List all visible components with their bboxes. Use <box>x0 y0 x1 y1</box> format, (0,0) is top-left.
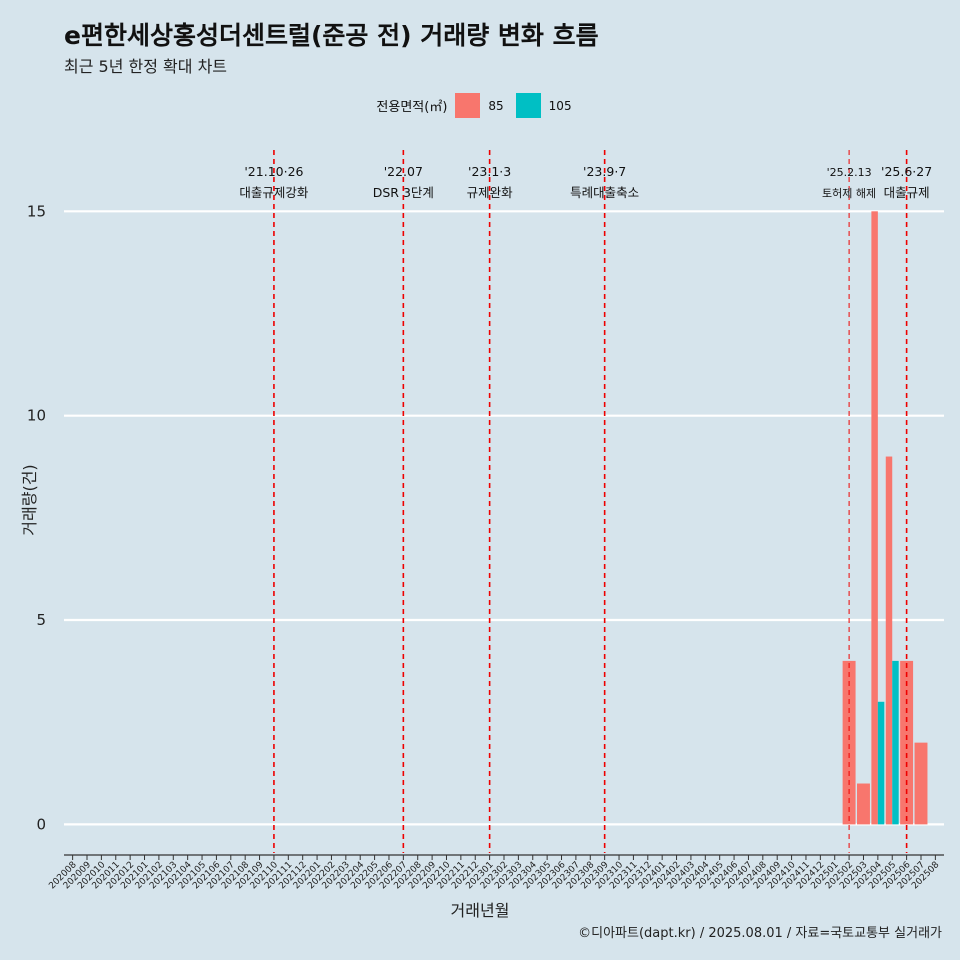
bar-85-202506 <box>900 660 914 825</box>
legend-label-85: 85 <box>488 98 504 113</box>
event-label-3: 특례대출축소 <box>570 185 639 200</box>
y-tick-label: 10 <box>27 407 46 425</box>
legend-swatch-85 <box>455 93 481 118</box>
event-label-0: 대출규제강화 <box>239 185 309 200</box>
source-caption: ©디아파트(dapt.kr) / 2025.08.01 / 자료=국토교통부 실… <box>578 926 942 941</box>
legend-item-85: 85 <box>455 93 504 118</box>
bar-85-202503 <box>857 783 870 825</box>
bar-85-202507 <box>914 742 928 825</box>
event-label-2: 규제완화 <box>467 185 514 200</box>
bar-85-202504 <box>871 211 878 825</box>
event-date-5: '25.6·27 <box>881 164 932 179</box>
event-date-3: '23.9·7 <box>583 164 626 179</box>
bar-105-202505 <box>892 660 899 825</box>
legend-title: 전용면적(㎡) <box>376 100 448 115</box>
event-date-2: '23.1·3 <box>468 164 511 179</box>
event-date-1: '22.07 <box>384 164 423 179</box>
event-label-1: DSR 3단계 <box>373 185 434 200</box>
chart-title: e편한세상홍성더센트럴(준공 전) 거래량 변화 흐름 <box>64 21 599 50</box>
bar-85-202505 <box>885 456 893 825</box>
legend: 전용면적(㎡) 85 105 <box>0 93 960 118</box>
legend-item-105: 105 <box>515 93 572 118</box>
event-date-0: '21.10·26 <box>244 164 303 179</box>
y-axis-label: 거래량(건) <box>20 464 39 536</box>
legend-swatch-105 <box>515 93 541 118</box>
event-date-4: '25.2.13 <box>827 166 872 179</box>
x-axis-label: 거래년월 <box>450 901 510 920</box>
bar-85-202502 <box>842 660 856 825</box>
bar-105-202504 <box>877 701 885 825</box>
y-tick-label: 15 <box>27 202 46 220</box>
event-label-5: 대출규제 <box>884 185 930 200</box>
legend-label-105: 105 <box>548 98 572 113</box>
event-label-4: 토허제 해제 <box>822 186 876 200</box>
y-tick-label: 0 <box>36 815 46 833</box>
y-tick-label: 5 <box>36 611 46 629</box>
chart-subtitle: 최근 5년 한정 확대 차트 <box>64 57 228 76</box>
